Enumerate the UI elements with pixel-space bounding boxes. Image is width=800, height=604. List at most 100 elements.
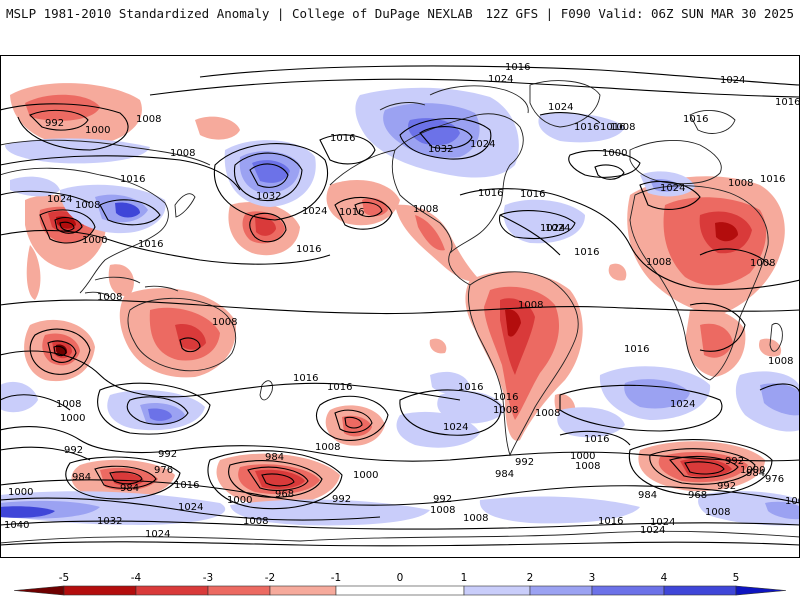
isobar-label: 1024: [145, 529, 170, 540]
isobar-label: 1000: [8, 487, 33, 498]
isobar-label: 1016: [505, 62, 530, 73]
isobar-label: 1016: [624, 344, 649, 355]
isobars: [0, 65, 800, 547]
isobar-label: 1024: [443, 422, 468, 433]
colorbar-legend: -5 -4 -3 -2 -1 0 1 2 3 4 5: [0, 568, 800, 600]
isobar-label: 1008: [430, 505, 455, 516]
isobar-label: 1040: [4, 520, 29, 531]
isobar-label: 1024: [650, 517, 675, 528]
isobar-label: 1016: [775, 97, 800, 108]
isobar-label: 1008: [705, 507, 730, 518]
isobar-label: 992: [45, 118, 64, 129]
colorbar-swatch-pos4: [663, 585, 737, 596]
isobar-label: 1008: [575, 461, 600, 472]
colorbar-swatch-neutral: [335, 585, 465, 596]
isobar-label: 1000: [602, 148, 627, 159]
isobar-label: 1024: [488, 74, 513, 85]
colorbar-swatch-neg3: [135, 585, 209, 596]
isobar-label: 1008: [75, 200, 100, 211]
isobar-label: 992: [515, 457, 534, 468]
isobar-label: 1008: [136, 114, 161, 125]
colorbar-swatch-neg5: [13, 585, 65, 596]
isobar-label: 1016: [120, 174, 145, 185]
isobar-label: 992: [158, 449, 177, 460]
colorbar-tick-label: -4: [131, 572, 142, 584]
model-run-info: 12Z GFS | F090 Valid: 06Z SUN MAR 30 202…: [485, 6, 794, 21]
isobar-label: 1024: [640, 525, 665, 536]
isobar-label: 984: [746, 468, 765, 479]
isobar-label: 976: [765, 474, 784, 485]
anomaly-map: 1016 1024 992 1000 1008 1008 1016 1032 1…: [0, 55, 800, 558]
isobar-label: 968: [688, 490, 707, 501]
isobar-label: 1016: [760, 174, 785, 185]
colorbar-tick-label: 3: [589, 572, 596, 584]
isobar-label: 1000: [740, 465, 765, 476]
map-title: MSLP 1981-2010 Standardized Anomaly | Co…: [6, 6, 473, 21]
colorbar-tick-label: 4: [661, 572, 668, 584]
isobar-label: 1016: [520, 189, 545, 200]
colorbar-tick-label: -3: [203, 572, 213, 584]
isobar-label: 1032: [97, 516, 122, 527]
isobar-label: 1016: [293, 373, 318, 384]
isobar-label: 1000: [60, 413, 85, 424]
isobar-label: 1008: [768, 356, 793, 367]
isobar-label: 984: [495, 469, 514, 480]
positive-anomaly-shading: [0, 87, 800, 526]
colorbar-swatch-pos1: [463, 585, 531, 596]
colorbar-swatches: [13, 585, 787, 596]
isobar-label: 1008: [463, 513, 488, 524]
isobar-label: 1008: [243, 516, 268, 527]
colorbar-tick-label: -5: [59, 572, 69, 584]
colorbar-tick-label: 1: [461, 572, 468, 584]
isobar-labels: 1016 1024 992 1000 1008 1008 1016 1032 1…: [4, 62, 800, 540]
isobar-label: 1016: [574, 247, 599, 258]
coastlines: [0, 80, 800, 544]
isobar-label: 1008: [315, 442, 340, 453]
isobar-label: 992: [433, 494, 452, 505]
isobar-label: 1016: [174, 480, 199, 491]
isobar-label: 1008: [97, 292, 122, 303]
isobar-label: 1032: [256, 191, 281, 202]
isobar-label: 984: [120, 483, 139, 494]
isobar-label: 968: [275, 489, 294, 500]
isobar-label: 1008: [493, 405, 518, 416]
isobar-label: 1024: [47, 194, 72, 205]
isobar-label: 992: [717, 481, 736, 492]
isobar-label: 1016: [574, 122, 599, 133]
isobar-label: 1024: [178, 502, 203, 513]
isobar-label: 1000: [85, 125, 110, 136]
isobar-label: 984: [265, 452, 284, 463]
isobar-label: 1016: [683, 114, 708, 125]
isobar-label: 1008: [212, 317, 237, 328]
colorbar-swatch-pos5: [735, 585, 787, 596]
colorbar-swatch-neg2: [207, 585, 271, 596]
isobar-label: 1016: [339, 207, 364, 218]
isobar-label: 1024: [545, 223, 570, 234]
isobar-label: 1024: [548, 102, 573, 113]
isobar-label: 992: [64, 445, 83, 456]
colorbar-tick-label: 2: [527, 572, 534, 584]
isobar-label: 1000: [82, 235, 107, 246]
isobar-label: 1024: [670, 399, 695, 410]
isobar-label: 1016: [584, 434, 609, 445]
isobar-label: 1008: [56, 399, 81, 410]
isobar-label: 1008: [646, 257, 671, 268]
colorbar-swatch-neg1: [269, 585, 337, 596]
colorbar-ticks: -5 -4 -3 -2 -1 0 1 2 3 4 5: [59, 572, 740, 584]
isobar-label: 1016: [493, 392, 518, 403]
isobar-label: 1008: [535, 408, 560, 419]
isobar-label: 1000: [353, 470, 378, 481]
isobar-label: 1008: [610, 122, 635, 133]
isobar-label: 1008: [170, 148, 195, 159]
colorbar-tick-label: -1: [331, 572, 341, 584]
isobar-label: 1000: [227, 495, 252, 506]
isobar-label: 1024: [302, 206, 327, 217]
isobar-label: 1016: [598, 516, 623, 527]
isobar-label: 1008: [518, 300, 543, 311]
colorbar-swatch-neg4: [63, 585, 137, 596]
isobar-label: 984: [72, 472, 91, 483]
isobar-label: 1024: [470, 139, 495, 150]
isobar-label: 1000: [570, 451, 595, 462]
colorbar-tick-label: 0: [397, 572, 404, 584]
isobar-label: 1016: [296, 244, 321, 255]
